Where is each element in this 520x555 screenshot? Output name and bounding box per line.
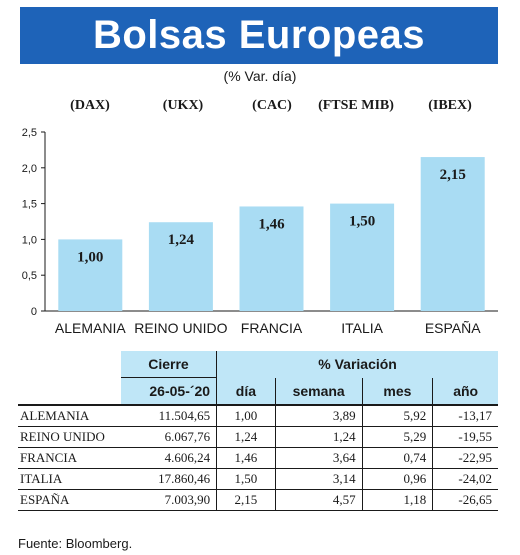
row-ano: -13,17 [432,404,498,427]
bar-chart: 0 0,5 1,0 1,5 2,0 2,5 1,00 ALEMANIA 1,24 REINO UN… [22,127,498,336]
y-tick-label: 2,5 [22,127,37,139]
row-name: ALEMANIA [18,404,121,427]
table-row: ITALIA 17.860,46 1,50 3,14 0,96 -24,02 [18,468,498,490]
header-variacion: % Variación [216,351,498,378]
row-semana: 4,57 [274,489,363,511]
header-date: 26-05-´20 [120,377,217,405]
data-label: 1,46 [258,216,285,232]
row-dia: 1,24 [216,426,276,448]
bar [330,203,395,311]
header-ano: año [432,377,498,405]
table-row: REINO UNIDO 6.067,76 1,24 1,24 5,29 -19,… [18,426,498,448]
row-dia: 1,50 [216,468,276,490]
table-row: ESPAÑA 7.003,90 2,15 4,57 1,18 -26,65 [18,489,498,511]
table-row: FRANCIA 4.606,24 1,46 3,64 0,74 -22,95 [18,447,498,469]
row-cierre: 7.003,90 [120,489,217,511]
quotes-table: Cierre % Variación 26-05-´20 día semana … [18,351,498,511]
row-cierre: 17.860,46 [120,468,217,490]
row-mes: 0,74 [361,447,433,469]
row-dia: 1,46 [216,447,276,469]
y-tick-label: 2,0 [22,163,37,175]
category-label: ESPAÑA [425,320,481,336]
row-semana: 3,14 [274,468,363,490]
ticker-row: (DAX) (UKX) (CAC) (FTSE MIB) (IBEX) [0,98,520,120]
bar [420,157,485,311]
header-dia: día [216,377,276,405]
row-mes: 0,96 [361,468,433,490]
header-mes: mes [361,377,433,405]
header-semana: semana [274,377,363,405]
bar [58,239,123,311]
row-semana: 3,89 [274,404,363,427]
y-tick-label: 0,5 [22,270,37,282]
table-group-header: Cierre % Variación [18,351,498,378]
ticker-ibex: (IBEX) [428,98,472,113]
row-semana: 1,24 [274,426,363,448]
data-label: 1,50 [349,214,375,230]
bar [239,206,304,311]
ticker-cac: (CAC) [252,98,292,113]
row-ano: -24,02 [432,468,498,490]
ticker-ftse-mib: (FTSE MIB) [318,98,394,113]
data-label: 2,15 [440,167,466,183]
chart-title: Bolsas Europeas [92,13,426,57]
row-mes: 1,18 [361,489,433,511]
y-tick-label: 1,0 [22,234,37,246]
row-dia: 1,00 [216,404,276,427]
table-row: ALEMANIA 11.504,65 1,00 3,89 5,92 -13,17 [18,404,498,427]
category-label: REINO UNIDO [134,320,227,336]
bar [148,222,213,311]
category-label: ITALIA [341,320,383,336]
row-mes: 5,92 [361,404,433,427]
row-name: ESPAÑA [18,489,121,511]
row-cierre: 11.504,65 [120,404,217,427]
row-name: FRANCIA [18,447,121,469]
chart-subtitle: (% Var. día) [223,68,297,84]
row-cierre: 6.067,76 [120,426,217,448]
row-name: REINO UNIDO [18,426,121,448]
source-note: Fuente: Bloomberg. [18,536,133,551]
row-name: ITALIA [18,468,121,490]
ticker-dax: (DAX) [70,98,110,113]
category-label: ALEMANIA [55,320,126,336]
row-ano: -19,55 [432,426,498,448]
y-tick-label: 0 [31,306,37,318]
row-ano: -22,95 [432,447,498,469]
row-dia: 2,15 [216,489,276,511]
data-label: 1,00 [77,249,103,265]
row-cierre: 4.606,24 [120,447,217,469]
y-tick-label: 1,5 [22,199,37,211]
data-label: 1,24 [168,232,195,248]
ticker-ukx: (UKX) [162,98,204,113]
header-cierre: Cierre [120,351,218,378]
row-ano: -26,65 [432,489,498,511]
row-mes: 5,29 [361,426,433,448]
table-column-header: 26-05-´20 día semana mes año [18,377,498,405]
row-semana: 3,64 [274,447,363,469]
title-banner: Bolsas Europeas [20,7,498,64]
category-label: FRANCIA [241,320,303,336]
